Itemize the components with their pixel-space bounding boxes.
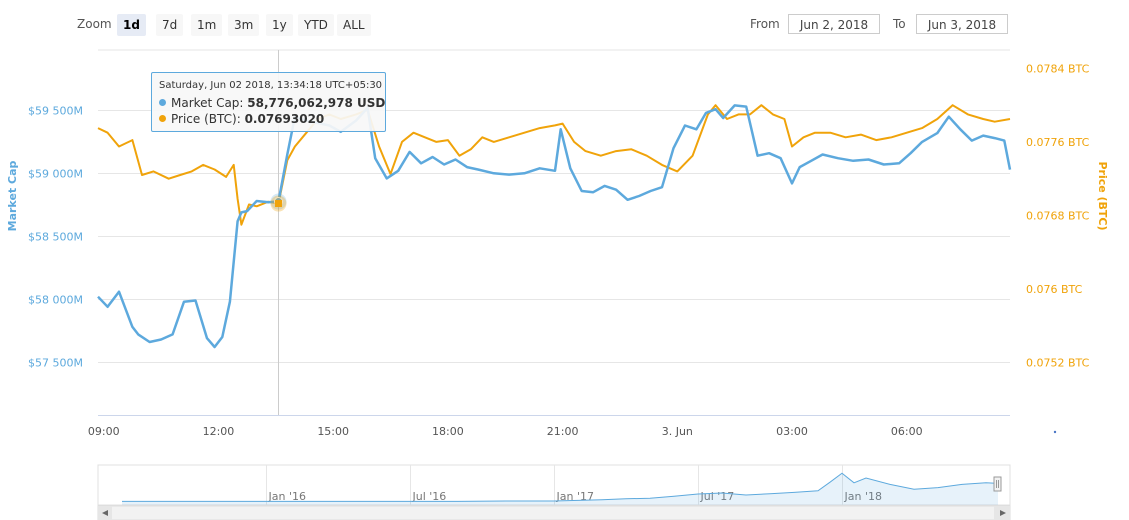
menu-dot-icon <box>1053 430 1057 434</box>
y-left-tick-label: $58 000M <box>28 294 83 307</box>
to-label: To <box>893 17 906 31</box>
y-right-tick-label: 0.0768 BTC <box>1026 209 1090 222</box>
tooltip-market-cap-label: Market Cap: <box>171 96 244 110</box>
tooltip-price-label: Price (BTC): <box>171 112 241 126</box>
market-cap-dot-icon <box>159 99 166 106</box>
price-series-line <box>97 104 1011 226</box>
tooltip: Saturday, Jun 02 2018, 13:34:18 UTC+05:3… <box>151 72 386 132</box>
y-left-axis-title: Market Cap <box>6 161 19 232</box>
navigator-label: Jan '16 <box>268 490 306 503</box>
y-right-tick-label: 0.076 BTC <box>1026 283 1083 296</box>
navigator-handle <box>993 476 1002 492</box>
from-label: From <box>750 17 780 31</box>
zoom-label: Zoom <box>77 17 112 31</box>
zoom-7d-button[interactable]: 7d <box>156 14 184 36</box>
zoom-all-button[interactable]: ALL <box>337 14 371 36</box>
y-right-tick-label: 0.0752 BTC <box>1026 357 1090 370</box>
navigator-label: Jan '18 <box>844 490 882 503</box>
y-left-tick-label: $57 500M <box>28 357 83 370</box>
y-left-tick-label: $59 000M <box>28 168 83 181</box>
tooltip-price-value: 0.07693020 <box>244 112 325 126</box>
y-left-tick-label: $58 500M <box>28 231 83 244</box>
y-right-tick-label: 0.0784 BTC <box>1026 62 1090 75</box>
market-cap-series-line <box>97 104 1012 349</box>
y-right-tick-label: 0.0776 BTC <box>1026 136 1090 149</box>
arrow-right-icon <box>1000 510 1006 516</box>
x-tick-label: 09:00 <box>88 425 120 438</box>
tooltip-market-cap-value: 58,776,062,978 USD <box>247 96 386 110</box>
to-date-input[interactable]: Jun 3, 2018 <box>916 14 1008 34</box>
tooltip-header: Saturday, Jun 02 2018, 13:34:18 UTC+05:3… <box>159 80 383 91</box>
zoom-ytd-button[interactable]: YTD <box>298 14 334 36</box>
navigator-line <box>122 472 999 502</box>
navigator-area <box>122 473 998 505</box>
x-tick-label: 15:00 <box>317 425 349 438</box>
price-dot-icon <box>159 115 166 122</box>
x-tick-label: 03:00 <box>776 425 808 438</box>
navigator-label: Jul '16 <box>412 490 447 503</box>
zoom-1y-button[interactable]: 1y <box>266 14 293 36</box>
x-tick-label: 3. Jun <box>662 425 693 438</box>
tooltip-price-row: Price (BTC): 0.07693020 <box>159 112 324 126</box>
y-left-tick-label: $59 500M <box>28 105 83 118</box>
x-tick-label: 18:00 <box>432 425 464 438</box>
x-tick-label: 21:00 <box>547 425 579 438</box>
from-date-input[interactable]: Jun 2, 2018 <box>788 14 880 34</box>
x-tick-label: 06:00 <box>891 425 923 438</box>
zoom-3m-button[interactable]: 3m <box>228 14 260 36</box>
zoom-1d-button[interactable]: 1d <box>117 14 146 36</box>
tooltip-market-cap-row: Market Cap: 58,776,062,978 USD <box>159 96 385 110</box>
scrollbar-track <box>97 505 1011 520</box>
x-tick-label: 12:00 <box>203 425 235 438</box>
arrow-left-icon <box>102 510 108 516</box>
zoom-1m-button[interactable]: 1m <box>191 14 223 36</box>
y-right-axis-title: Price (BTC) <box>1096 161 1109 230</box>
price-hover-point <box>274 200 282 208</box>
